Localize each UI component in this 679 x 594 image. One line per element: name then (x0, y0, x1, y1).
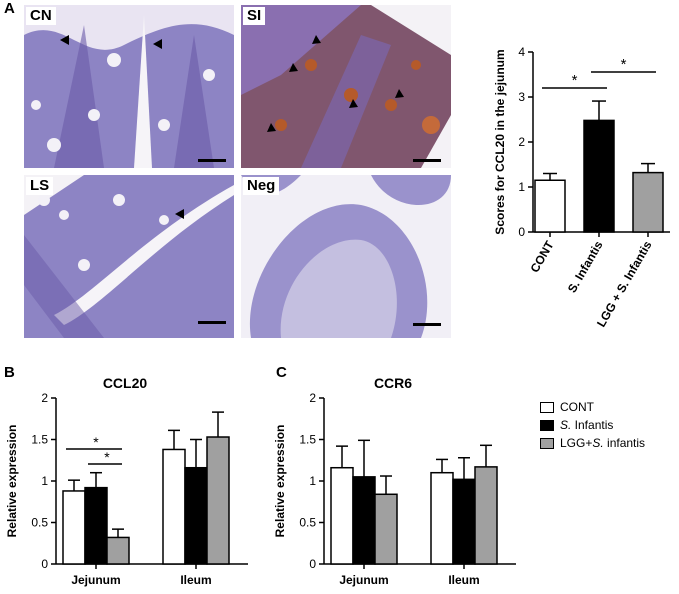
y-tick-label: 1 (309, 474, 316, 488)
bar (452, 478, 476, 565)
x-tick-label: LGG + S. Infantis (594, 238, 655, 329)
x-tick-label: Ileum (448, 573, 479, 587)
y-tick-label: 1.5 (299, 433, 316, 447)
scale-bar (198, 321, 226, 324)
y-tick-label: 3 (518, 90, 525, 104)
y-tick-label: 2 (518, 135, 525, 149)
micrograph-label-cn: CN (26, 7, 56, 25)
scale-bar (413, 159, 441, 162)
chart-ccl20-score: 0 1 2 3 4 Scores for CCL20 in the jejunum CONT… (493, 45, 670, 330)
y-tick-label: 2 (41, 391, 48, 405)
bar (430, 471, 454, 565)
bar (374, 493, 398, 565)
micrograph-si-image (241, 5, 451, 168)
x-tick-label: S. Infantis (565, 238, 606, 295)
micrograph-ls: LS (24, 175, 234, 338)
bar (162, 448, 186, 565)
x-tick-label: Ileum (180, 573, 211, 587)
bar (330, 466, 354, 565)
significance-label: * (572, 72, 578, 89)
x-tick-label: CONT (527, 238, 556, 275)
bar (474, 466, 498, 565)
significance-label: * (104, 449, 110, 465)
legend-swatch (540, 419, 554, 431)
legend-label: LGG+S. infantis (560, 436, 646, 450)
y-tick-label: 1.5 (31, 433, 48, 447)
scale-bar (413, 323, 441, 326)
micrograph-label-si: SI (243, 7, 266, 25)
bar (62, 490, 86, 565)
y-tick-label: 0.5 (31, 516, 48, 530)
legend-item: LGG+S. infantis (540, 434, 645, 452)
micrograph-neg: Neg (241, 175, 451, 338)
y-tick-label: 0 (518, 225, 525, 239)
significance-label: * (621, 56, 627, 73)
y-axis-label: Relative expression (273, 425, 287, 538)
legend-label: CONT (560, 400, 594, 414)
micrograph-neg-image (241, 175, 451, 338)
y-tick-label: 1 (518, 180, 525, 194)
bar (206, 436, 230, 565)
bar (352, 476, 376, 565)
micrograph-cn: CN (24, 5, 234, 168)
bar (534, 179, 566, 233)
x-tick-label: Jejunum (339, 573, 388, 587)
y-tick-label: 1 (41, 474, 48, 488)
legend-item: S. Infantis (540, 416, 645, 434)
legend-swatch (540, 437, 554, 449)
micrograph-ls-image (24, 175, 234, 338)
chart-ccr6-expression: CCR6 0 0.5 1 1.5 2 Relative expression Jejunum I… (273, 375, 516, 587)
micrograph-si: SI (241, 5, 451, 168)
micrograph-cn-image (24, 5, 234, 168)
panel-label-b: B (4, 364, 15, 381)
legend-label: S. Infantis (560, 418, 614, 432)
legend: CONT S. Infantis LGG+S. infantis (540, 398, 645, 452)
bar (84, 486, 108, 565)
bar (106, 536, 130, 565)
y-axis-label: Scores for CCL20 in the jejunum (493, 49, 507, 234)
panel-label-a: A (4, 0, 15, 17)
legend-swatch (540, 401, 554, 413)
y-tick-label: 0 (309, 557, 316, 571)
micrograph-label-ls: LS (26, 177, 54, 195)
bar (184, 466, 208, 565)
chart-ccl20-expression: CCL20 0 0.5 1 1.5 2 Relative expression Jejunum… (5, 375, 248, 587)
scale-bar (198, 159, 226, 162)
panel-label-c: C (276, 364, 287, 381)
significance-label: * (93, 434, 99, 450)
chart-title: CCL20 (103, 375, 148, 391)
bar (583, 119, 615, 233)
y-axis-label: Relative expression (5, 425, 19, 538)
bar (632, 171, 664, 233)
y-tick-label: 4 (518, 45, 525, 59)
legend-item: CONT (540, 398, 645, 416)
micrograph-label-neg: Neg (243, 177, 280, 195)
y-tick-label: 0 (41, 557, 48, 571)
y-tick-label: 0.5 (299, 516, 316, 530)
chart-title: CCR6 (374, 375, 412, 391)
y-tick-label: 2 (309, 391, 316, 405)
x-tick-label: Jejunum (71, 573, 120, 587)
